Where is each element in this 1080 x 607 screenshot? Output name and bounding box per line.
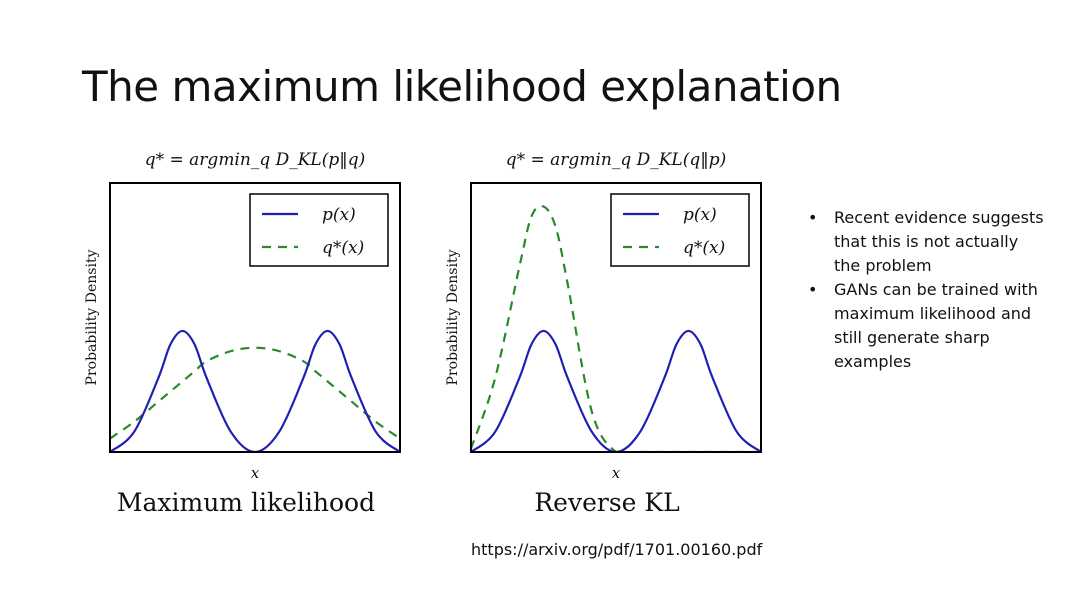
slide-title: The maximum likelihood explanation — [82, 62, 842, 111]
plot-frame — [470, 182, 762, 453]
plot-frame — [109, 182, 401, 453]
paper-link[interactable]: https://arxiv.org/pdf/1701.00160.pdf — [471, 540, 763, 559]
legend-label: q*(x) — [322, 238, 364, 258]
y-axis-label: Probability Density — [84, 249, 100, 385]
chart-reverse-kl: q* = argmin_q D_KL(q‖p) Probability Densi… — [445, 150, 762, 482]
bullet-item: GANs can be trained with maximum likelih… — [808, 278, 1048, 374]
chart-title: q* = argmin_q D_KL(q‖p) — [506, 150, 727, 170]
chart-panel-max-likelihood: q* = argmin_q D_KL(p‖q) Probability Densi… — [76, 140, 416, 530]
chart-title: q* = argmin_q D_KL(p‖q) — [145, 150, 366, 170]
chart-panel-reverse-kl: q* = argmin_q D_KL(q‖p) Probability Densi… — [437, 140, 777, 530]
chart-max-likelihood: q* = argmin_q D_KL(p‖q) Probability Densi… — [84, 150, 401, 482]
legend-label: q*(x) — [683, 238, 725, 258]
legend-box — [610, 193, 750, 267]
series-line-q-star — [110, 346, 400, 440]
legend-label: p(x) — [683, 205, 717, 225]
caption-max-likelihood: Maximum likelihood — [116, 488, 376, 517]
x-axis-label: x — [251, 464, 260, 482]
series-line-p — [471, 329, 761, 452]
legend-label: p(x) — [322, 205, 356, 225]
series-line-q-star — [471, 204, 761, 452]
x-axis-label: x — [612, 464, 621, 482]
bullet-list: Recent evidence suggests that this is no… — [808, 206, 1048, 374]
caption-reverse-kl: Reverse KL — [534, 488, 680, 517]
series-line-p — [110, 329, 400, 452]
bullet-item: Recent evidence suggests that this is no… — [808, 206, 1048, 278]
legend-box — [249, 193, 389, 267]
y-axis-label: Probability Density — [445, 249, 461, 385]
